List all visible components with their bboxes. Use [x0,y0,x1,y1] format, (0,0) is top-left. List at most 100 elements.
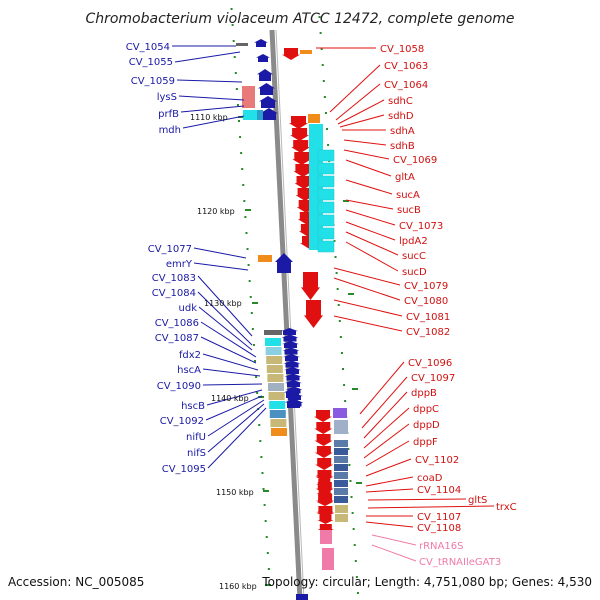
scale-dot [327,144,330,146]
gene-label[interactable]: CV_1102 [415,455,459,466]
forward-gene-arrow [281,328,298,335]
scale-label-1160: 1160 kbp [219,582,257,591]
gene-label[interactable]: sdhC [388,96,413,107]
gene-label[interactable]: lysS [157,92,177,103]
leader-line [367,498,467,501]
genome-summary-text: Topology: circular; Length: 4,751,080 bp… [261,575,592,589]
leader-line [207,399,265,437]
gene-label[interactable]: trxC [496,502,517,513]
gene-label[interactable]: prfB [158,109,179,120]
gene-label[interactable]: dppC [413,404,439,415]
scale-tick [356,482,362,484]
gene-label[interactable]: CV_1069 [393,155,437,166]
leader-line [339,114,385,128]
gene-block [257,110,263,120]
gene-label[interactable]: CV_tRNAIleGAT3 [419,557,501,568]
scale-tick [352,388,358,390]
leader-line [333,299,403,317]
gene-label[interactable]: fdx2 [179,350,201,361]
gene-label[interactable]: coaD [417,473,443,484]
gene-label[interactable]: CV_1096 [408,358,452,369]
gene-label[interactable]: sdhB [390,141,415,152]
scale-dot [256,392,259,394]
gene-label[interactable]: dppD [413,420,440,431]
gene-label[interactable]: CV_1083 [152,273,196,284]
gene-block [258,255,272,262]
gene-label[interactable]: CV_1082 [406,327,450,338]
gene-label[interactable]: rRNA16S [419,541,463,552]
leader-line [207,407,267,469]
gene-label[interactable]: CV_1097 [411,373,455,384]
scale-dot [230,8,233,10]
leader-line [371,544,417,562]
gene-label[interactable]: CV_1054 [126,42,170,53]
gene-label[interactable]: CV_1058 [380,44,424,55]
gene-label[interactable]: sucC [402,251,426,262]
gene-label[interactable]: sucB [397,205,421,216]
gene-label[interactable]: CV_1079 [404,281,448,292]
scale-dot [236,104,239,106]
gene-label[interactable]: CV_1063 [384,61,428,72]
gene-label[interactable]: lpdA2 [399,236,428,247]
gene-block [266,365,283,373]
gene-label[interactable]: CV_1087 [155,333,199,344]
gene-block [333,408,347,418]
gene-label[interactable]: CV_1104 [417,485,461,496]
backbone-highlight [275,29,305,600]
gene-block [317,214,335,227]
gene-label[interactable]: CV_1055 [129,57,173,68]
scale-label-1140: 1140 kbp [211,394,249,403]
gene-label[interactable]: sdhD [388,111,414,122]
label-leader-lines [172,45,495,562]
reverse-gene-arrow [290,128,310,141]
gene-label[interactable]: CV_1064 [384,80,428,91]
gene-label[interactable]: hscA [177,365,201,376]
scale-dot [267,568,270,570]
gene-label[interactable]: gltA [395,172,415,183]
gene-label[interactable]: dppB [411,388,437,399]
gene-label[interactable]: CV_1073 [399,221,443,232]
gene-label[interactable]: dppF [413,437,438,448]
gene-label[interactable]: CV_1084 [152,288,196,299]
gene-label[interactable]: CV_1086 [155,318,199,329]
leader-line [333,267,401,286]
leader-line [193,262,249,271]
gene-label[interactable]: CV_1080 [404,296,448,307]
gene-label[interactable]: CV_1107 [417,512,461,523]
scale-dot [239,136,242,138]
gene-label[interactable]: gltS [468,495,487,506]
reverse-gene-arrow [314,446,333,458]
gene-label[interactable]: nifU [186,432,206,443]
scale-dot [258,424,261,426]
scale-dot [243,200,246,202]
gene-label[interactable]: CV_1077 [148,244,192,255]
gene-label[interactable]: mdh [159,125,181,136]
gene-label[interactable]: sdhA [390,126,415,137]
gene-block [269,410,286,418]
gene-label[interactable]: emrY [166,259,193,270]
gene-label[interactable]: CV_1092 [160,416,204,427]
scale-dot [337,304,340,306]
reverse-gene-arrow [315,458,334,470]
scale-dot [251,328,254,330]
gene-label[interactable]: sucD [402,267,427,278]
gene-label[interactable]: CV_1059 [131,76,175,87]
gene-label[interactable]: nifS [187,448,206,459]
leader-line [363,391,408,439]
gene-label[interactable]: sucA [396,190,420,201]
scale-tick [263,490,269,492]
gene-label[interactable]: CV_1090 [157,381,201,392]
gene-label[interactable]: CV_1108 [417,523,461,534]
gene-label[interactable]: CV_1095 [162,464,206,475]
gene-label[interactable]: CV_1081 [406,312,450,323]
scale-dot [260,456,263,458]
scale-tick [348,293,354,295]
gene-label[interactable]: udk [179,303,198,314]
forward-gene-arrow [281,334,299,342]
reverse-gene-arrow [293,164,313,177]
gene-label[interactable]: hscB [181,401,205,412]
leader-line [329,64,381,113]
leader-line [200,336,257,364]
gene-block [317,201,335,214]
rna-block [320,530,332,544]
